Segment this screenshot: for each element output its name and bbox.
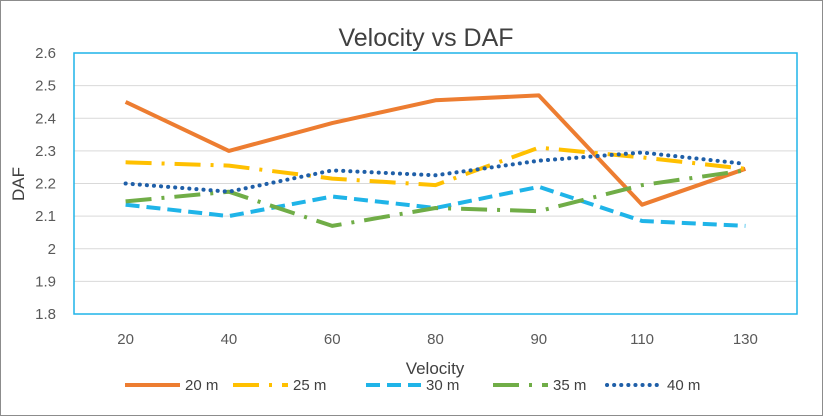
- y-tick-label: 2.3: [35, 143, 56, 160]
- series-line-25-m: [125, 145, 746, 188]
- x-tick-label: 80: [427, 331, 444, 348]
- legend-label: 35 m: [553, 377, 586, 394]
- x-tick-label: 60: [324, 331, 341, 348]
- x-axis-title: Velocity: [406, 359, 465, 378]
- y-axis-title: DAF: [9, 167, 28, 201]
- series-line-20-m: [124, 93, 747, 207]
- series-line-35-m: [125, 168, 746, 228]
- y-tick-label: 2: [48, 241, 56, 258]
- y-tick-label: 2.4: [35, 110, 56, 127]
- y-tick-label: 2.6: [35, 45, 56, 62]
- series-line-40-m: [123, 150, 748, 194]
- legend: 20 m 25 m 30 m 35 m 40 m: [125, 377, 700, 394]
- series-lines: [123, 93, 748, 228]
- legend-label: 30 m: [426, 377, 459, 394]
- plot-area-border: [73, 52, 798, 315]
- series-line-30-m: [125, 184, 746, 228]
- chart-title: Velocity vs DAF: [338, 24, 513, 52]
- y-tick-label: 1.8: [35, 306, 56, 323]
- legend-label: 20 m: [185, 377, 218, 394]
- x-tick-label: 130: [733, 331, 758, 348]
- y-tick-label: 1.9: [35, 273, 56, 290]
- y-axis-ticks: 1.8 1.9 2 2.1 2.2 2.3 2.4 2.5 2.6: [35, 45, 56, 323]
- x-tick-label: 110: [630, 331, 654, 348]
- x-axis-ticks: 20 40 60 80 90 110 130: [117, 331, 758, 348]
- x-tick-label: 20: [117, 331, 134, 348]
- y-tick-label: 2.2: [35, 176, 56, 193]
- y-tick-label: 2.5: [35, 78, 56, 95]
- x-tick-label: 90: [530, 331, 547, 348]
- x-tick-label: 40: [221, 331, 238, 348]
- y-tick-label: 2.1: [35, 208, 56, 225]
- legend-label: 40 m: [667, 377, 700, 394]
- legend-label: 25 m: [293, 377, 326, 394]
